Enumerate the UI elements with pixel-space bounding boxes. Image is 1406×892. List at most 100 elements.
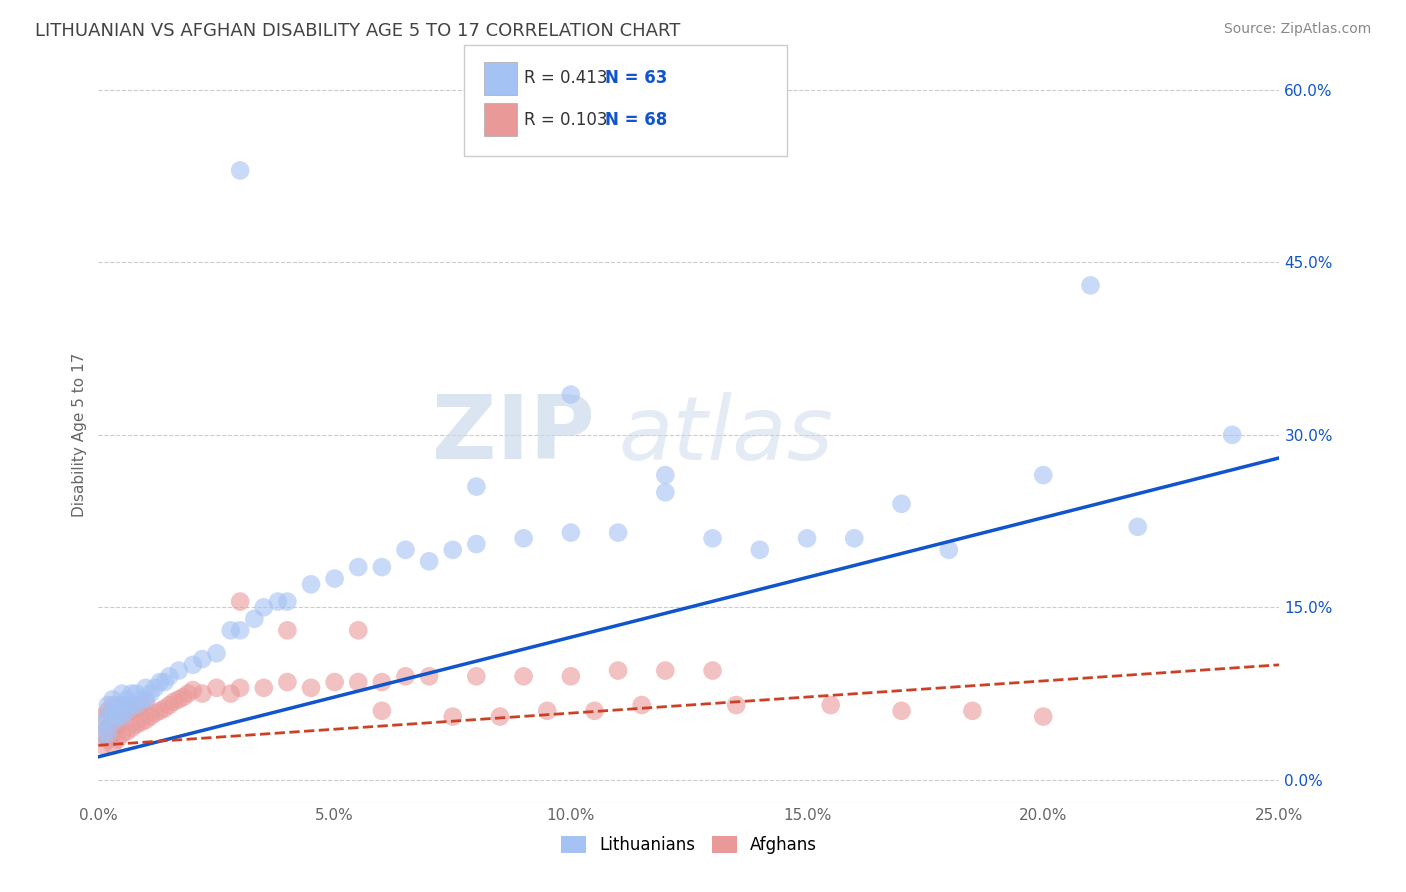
Point (91, 709, 114, 723)
Point (115, 704, 138, 718)
Point (323, 572, 346, 586)
Point (101, 715, 124, 730)
Point (702, 664, 724, 678)
Point (243, 612, 266, 626)
Text: atlas: atlas (619, 392, 832, 478)
Point (630, 698, 652, 712)
Point (121, 721, 143, 735)
Point (347, 560, 370, 574)
Point (229, 681, 252, 695)
Point (205, 681, 228, 695)
Point (129, 715, 152, 730)
Point (465, 669, 488, 683)
Point (748, 542, 770, 557)
Point (121, 687, 143, 701)
Point (111, 709, 134, 723)
Point (97, 727, 120, 741)
Point (489, 709, 512, 723)
Point (560, 387, 582, 401)
Point (465, 480, 488, 494)
Point (347, 675, 370, 690)
Point (560, 525, 582, 540)
Point (91, 715, 114, 730)
Point (91, 727, 114, 741)
Point (191, 687, 214, 701)
Point (229, 624, 252, 638)
Point (157, 698, 180, 712)
Point (229, 594, 252, 608)
Y-axis label: Disability Age 5 to 17: Disability Age 5 to 17 (72, 352, 87, 517)
Point (276, 594, 298, 608)
Point (111, 698, 134, 712)
Point (101, 739, 124, 753)
Point (177, 687, 200, 701)
Point (253, 600, 276, 615)
Point (111, 698, 134, 712)
Point (125, 687, 148, 701)
Legend: Lithuanians, Afghans: Lithuanians, Afghans (554, 830, 824, 861)
Point (101, 704, 124, 718)
Point (115, 724, 138, 739)
Point (121, 698, 143, 712)
Point (91, 739, 114, 753)
Point (97, 698, 120, 712)
Point (371, 675, 394, 690)
Point (181, 657, 204, 672)
Point (101, 709, 124, 723)
Point (111, 709, 134, 723)
Point (418, 554, 440, 568)
Point (1080, 278, 1102, 293)
Point (1032, 709, 1054, 723)
Text: ZIP: ZIP (432, 392, 595, 478)
Point (105, 717, 128, 731)
Point (167, 664, 190, 678)
Point (219, 624, 242, 638)
Point (441, 709, 464, 723)
Point (97, 709, 120, 723)
Point (267, 594, 290, 608)
Point (844, 532, 866, 546)
Point (654, 664, 676, 678)
Point (394, 542, 416, 557)
Point (205, 646, 228, 660)
Point (163, 695, 186, 709)
Point (465, 537, 488, 551)
Point (101, 692, 124, 706)
Point (962, 704, 984, 718)
Point (1126, 520, 1149, 534)
Point (135, 713, 157, 727)
Text: N = 68: N = 68 (605, 111, 666, 128)
Point (536, 704, 558, 718)
Point (607, 664, 630, 678)
Point (153, 701, 176, 715)
Point (371, 704, 394, 718)
Point (654, 485, 676, 500)
Point (890, 497, 912, 511)
Text: R = 0.413: R = 0.413 (524, 69, 607, 87)
Point (796, 532, 818, 546)
Point (512, 532, 534, 546)
Text: N = 63: N = 63 (605, 69, 666, 87)
Text: Source: ZipAtlas.com: Source: ZipAtlas.com (1223, 22, 1371, 37)
Point (143, 681, 166, 695)
Point (125, 701, 148, 715)
Point (135, 692, 157, 706)
Point (583, 704, 606, 718)
Point (115, 692, 138, 706)
Point (167, 692, 190, 706)
Point (105, 704, 128, 718)
Point (276, 675, 298, 690)
Point (101, 727, 124, 741)
Point (229, 163, 252, 178)
Point (725, 698, 748, 712)
Point (129, 692, 152, 706)
Point (654, 468, 676, 483)
Point (418, 669, 440, 683)
Point (394, 669, 416, 683)
Point (139, 687, 162, 701)
Point (890, 704, 912, 718)
Point (121, 704, 143, 718)
Point (1220, 427, 1243, 442)
Text: LITHUANIAN VS AFGHAN DISABILITY AGE 5 TO 17 CORRELATION CHART: LITHUANIAN VS AFGHAN DISABILITY AGE 5 TO… (35, 22, 681, 40)
Point (139, 709, 162, 723)
